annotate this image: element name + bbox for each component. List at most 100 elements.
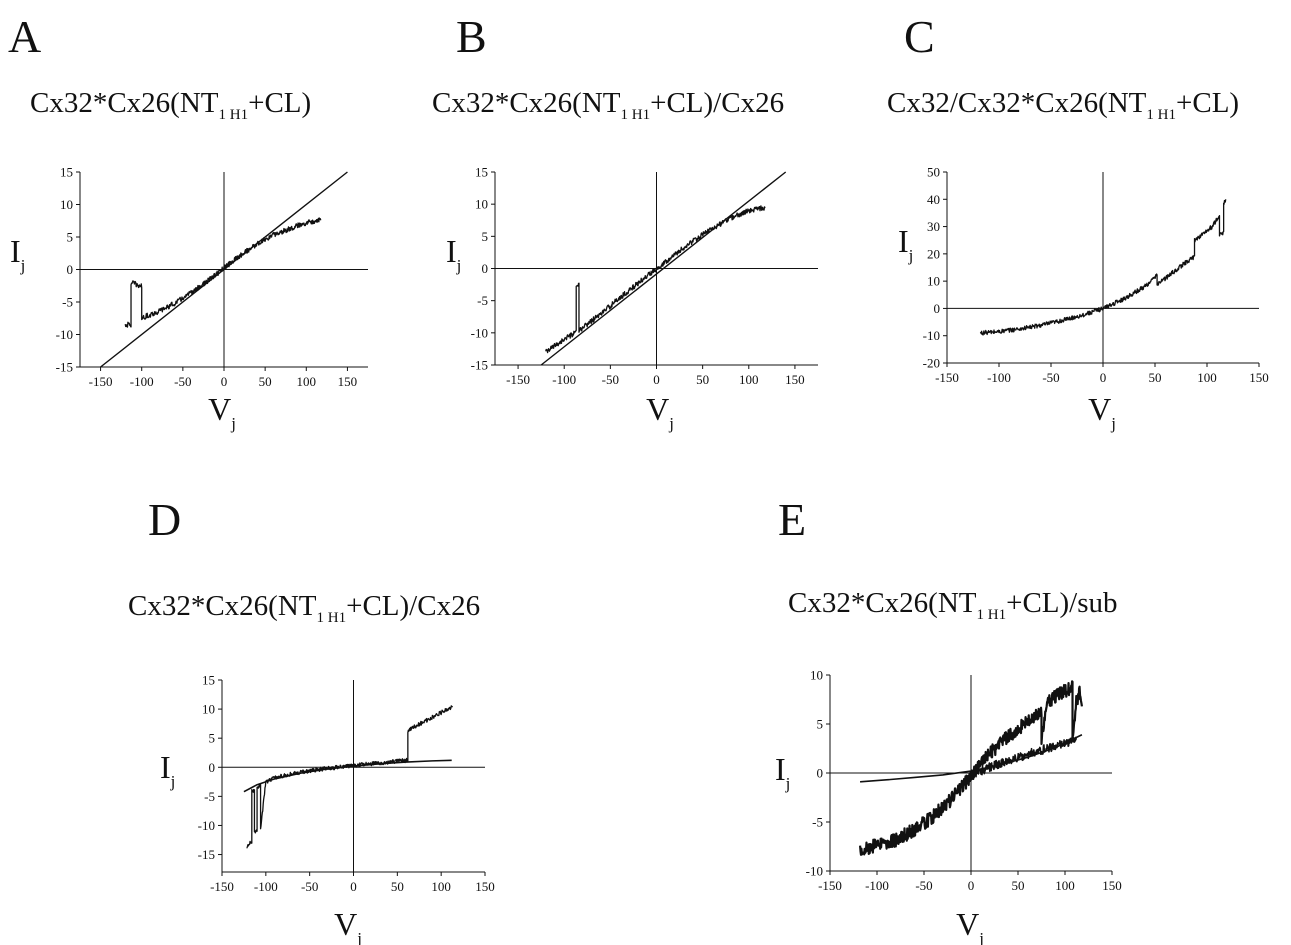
y-tick-label-a: -10 [56,327,73,342]
x-tick-label-b: -100 [552,372,576,387]
y-tick-label-e: 10 [810,668,823,683]
x-tick-label-b: 50 [696,372,709,387]
y-tick-label-e: -5 [812,815,823,830]
panel-letter-a: A [8,11,41,62]
panel-title-e: Cx32*Cx26(NT1 H1+CL)/sub [788,587,1118,623]
panel-title-b: Cx32*Cx26(NT1 H1+CL)/Cx26 [432,87,784,123]
x-tick-label-d: -50 [301,879,318,894]
y-tick-label-b: -10 [471,325,488,340]
y-tick-label-c: 10 [927,274,940,289]
x-tick-label-d: -150 [210,879,234,894]
x-tick-label-d: -100 [254,879,278,894]
current-trace-a [124,217,322,328]
y-tick-label-b: 0 [482,261,489,276]
x-tick-label-b: -50 [602,372,619,387]
y-tick-label-b: 5 [482,229,489,244]
x-axis-label-a: Vj [208,391,236,433]
panel-letter-c: C [904,11,935,62]
y-tick-label-a: 0 [67,262,74,277]
x-tick-label-c: 100 [1197,370,1217,385]
panel-title-c: Cx32/Cx32*Cx26(NT1 H1+CL) [887,87,1239,123]
x-tick-label-d: 0 [350,879,357,894]
linear-fit-line-b [540,171,787,366]
chart-panel-c: -150 -100 -50 0 50 100 150-20-1001020304050VjI… [898,165,1269,434]
y-tick-label-a: -5 [62,295,73,310]
x-tick-label-c: 50 [1149,370,1162,385]
x-tick-label-d: 150 [475,879,495,894]
x-tick-label-e: -150 [818,878,842,893]
y-tick-label-e: -10 [806,864,823,879]
x-tick-label-a: 150 [338,374,358,389]
x-tick-label-a: -150 [89,374,113,389]
x-axis-label-d: Vj [334,906,362,945]
y-tick-label-d: 15 [202,673,215,688]
y-tick-label-c: 50 [927,165,940,180]
y-tick-label-b: -15 [471,358,488,373]
x-tick-label-b: 100 [739,372,759,387]
current-trace-c [979,199,1227,336]
x-axis-label-e: Vj [956,906,984,945]
y-tick-label-d: 0 [209,760,216,775]
y-axis-label-d: Ij [160,749,175,791]
y-tick-label-c: 30 [927,219,940,234]
x-tick-label-e: 100 [1055,878,1075,893]
x-tick-label-c: -50 [1042,370,1059,385]
y-tick-label-c: -10 [923,328,940,343]
panel-letter-e: E [778,494,806,545]
y-tick-label-b: -5 [477,293,488,308]
x-tick-label-b: 0 [653,372,660,387]
x-tick-label-e: 0 [968,878,975,893]
x-tick-label-b: -150 [506,372,530,387]
x-tick-label-e: 50 [1012,878,1025,893]
y-tick-label-c: 20 [927,246,940,261]
panel-title-d: Cx32*Cx26(NT1 H1+CL)/Cx26 [128,590,480,626]
y-axis-label-e: Ij [775,751,790,793]
x-axis-label-c: Vj [1088,391,1116,433]
panel-letter-d: D [148,494,181,545]
current-trace-b [545,205,766,354]
y-tick-label-d: 5 [209,731,216,746]
y-tick-label-d: -15 [198,847,215,862]
y-tick-label-c: 0 [934,301,941,316]
x-tick-label-c: 150 [1249,370,1269,385]
y-tick-label-a: 5 [67,230,74,245]
x-tick-label-e: -50 [915,878,932,893]
current-trace-d [246,705,454,849]
x-tick-label-c: -150 [935,370,959,385]
y-tick-label-a: 10 [60,197,73,212]
x-axis-label-b: Vj [646,391,674,433]
x-tick-label-a: 0 [221,374,228,389]
y-tick-label-a: 15 [60,165,73,180]
y-tick-label-c: -20 [923,356,940,371]
current-trace-e [970,735,1078,780]
x-tick-label-b: 150 [785,372,805,387]
x-tick-label-c: -100 [987,370,1011,385]
y-tick-label-b: 10 [475,197,488,212]
panel-title-a: Cx32*Cx26(NT1 H1+CL) [30,87,311,123]
x-tick-label-a: 100 [297,374,317,389]
x-tick-label-a: -50 [174,374,191,389]
y-axis-label-a: Ij [10,233,25,275]
x-tick-label-d: 50 [391,879,404,894]
panel-letter-b: B [456,11,487,62]
y-tick-label-d: -10 [198,818,215,833]
x-tick-label-d: 100 [431,879,451,894]
x-tick-label-e: 150 [1102,878,1122,893]
y-tick-label-e: 0 [817,766,824,781]
x-tick-label-a: -100 [130,374,154,389]
y-tick-label-e: 5 [817,717,824,732]
x-tick-label-c: 0 [1100,370,1107,385]
y-tick-label-c: 40 [927,192,940,207]
y-tick-label-b: 15 [475,165,488,180]
y-tick-label-a: -15 [56,360,73,375]
y-tick-label-d: -5 [204,789,215,804]
x-tick-label-e: -100 [865,878,889,893]
y-tick-label-d: 10 [202,702,215,717]
x-tick-label-a: 50 [259,374,272,389]
y-axis-label-b: Ij [446,233,461,275]
